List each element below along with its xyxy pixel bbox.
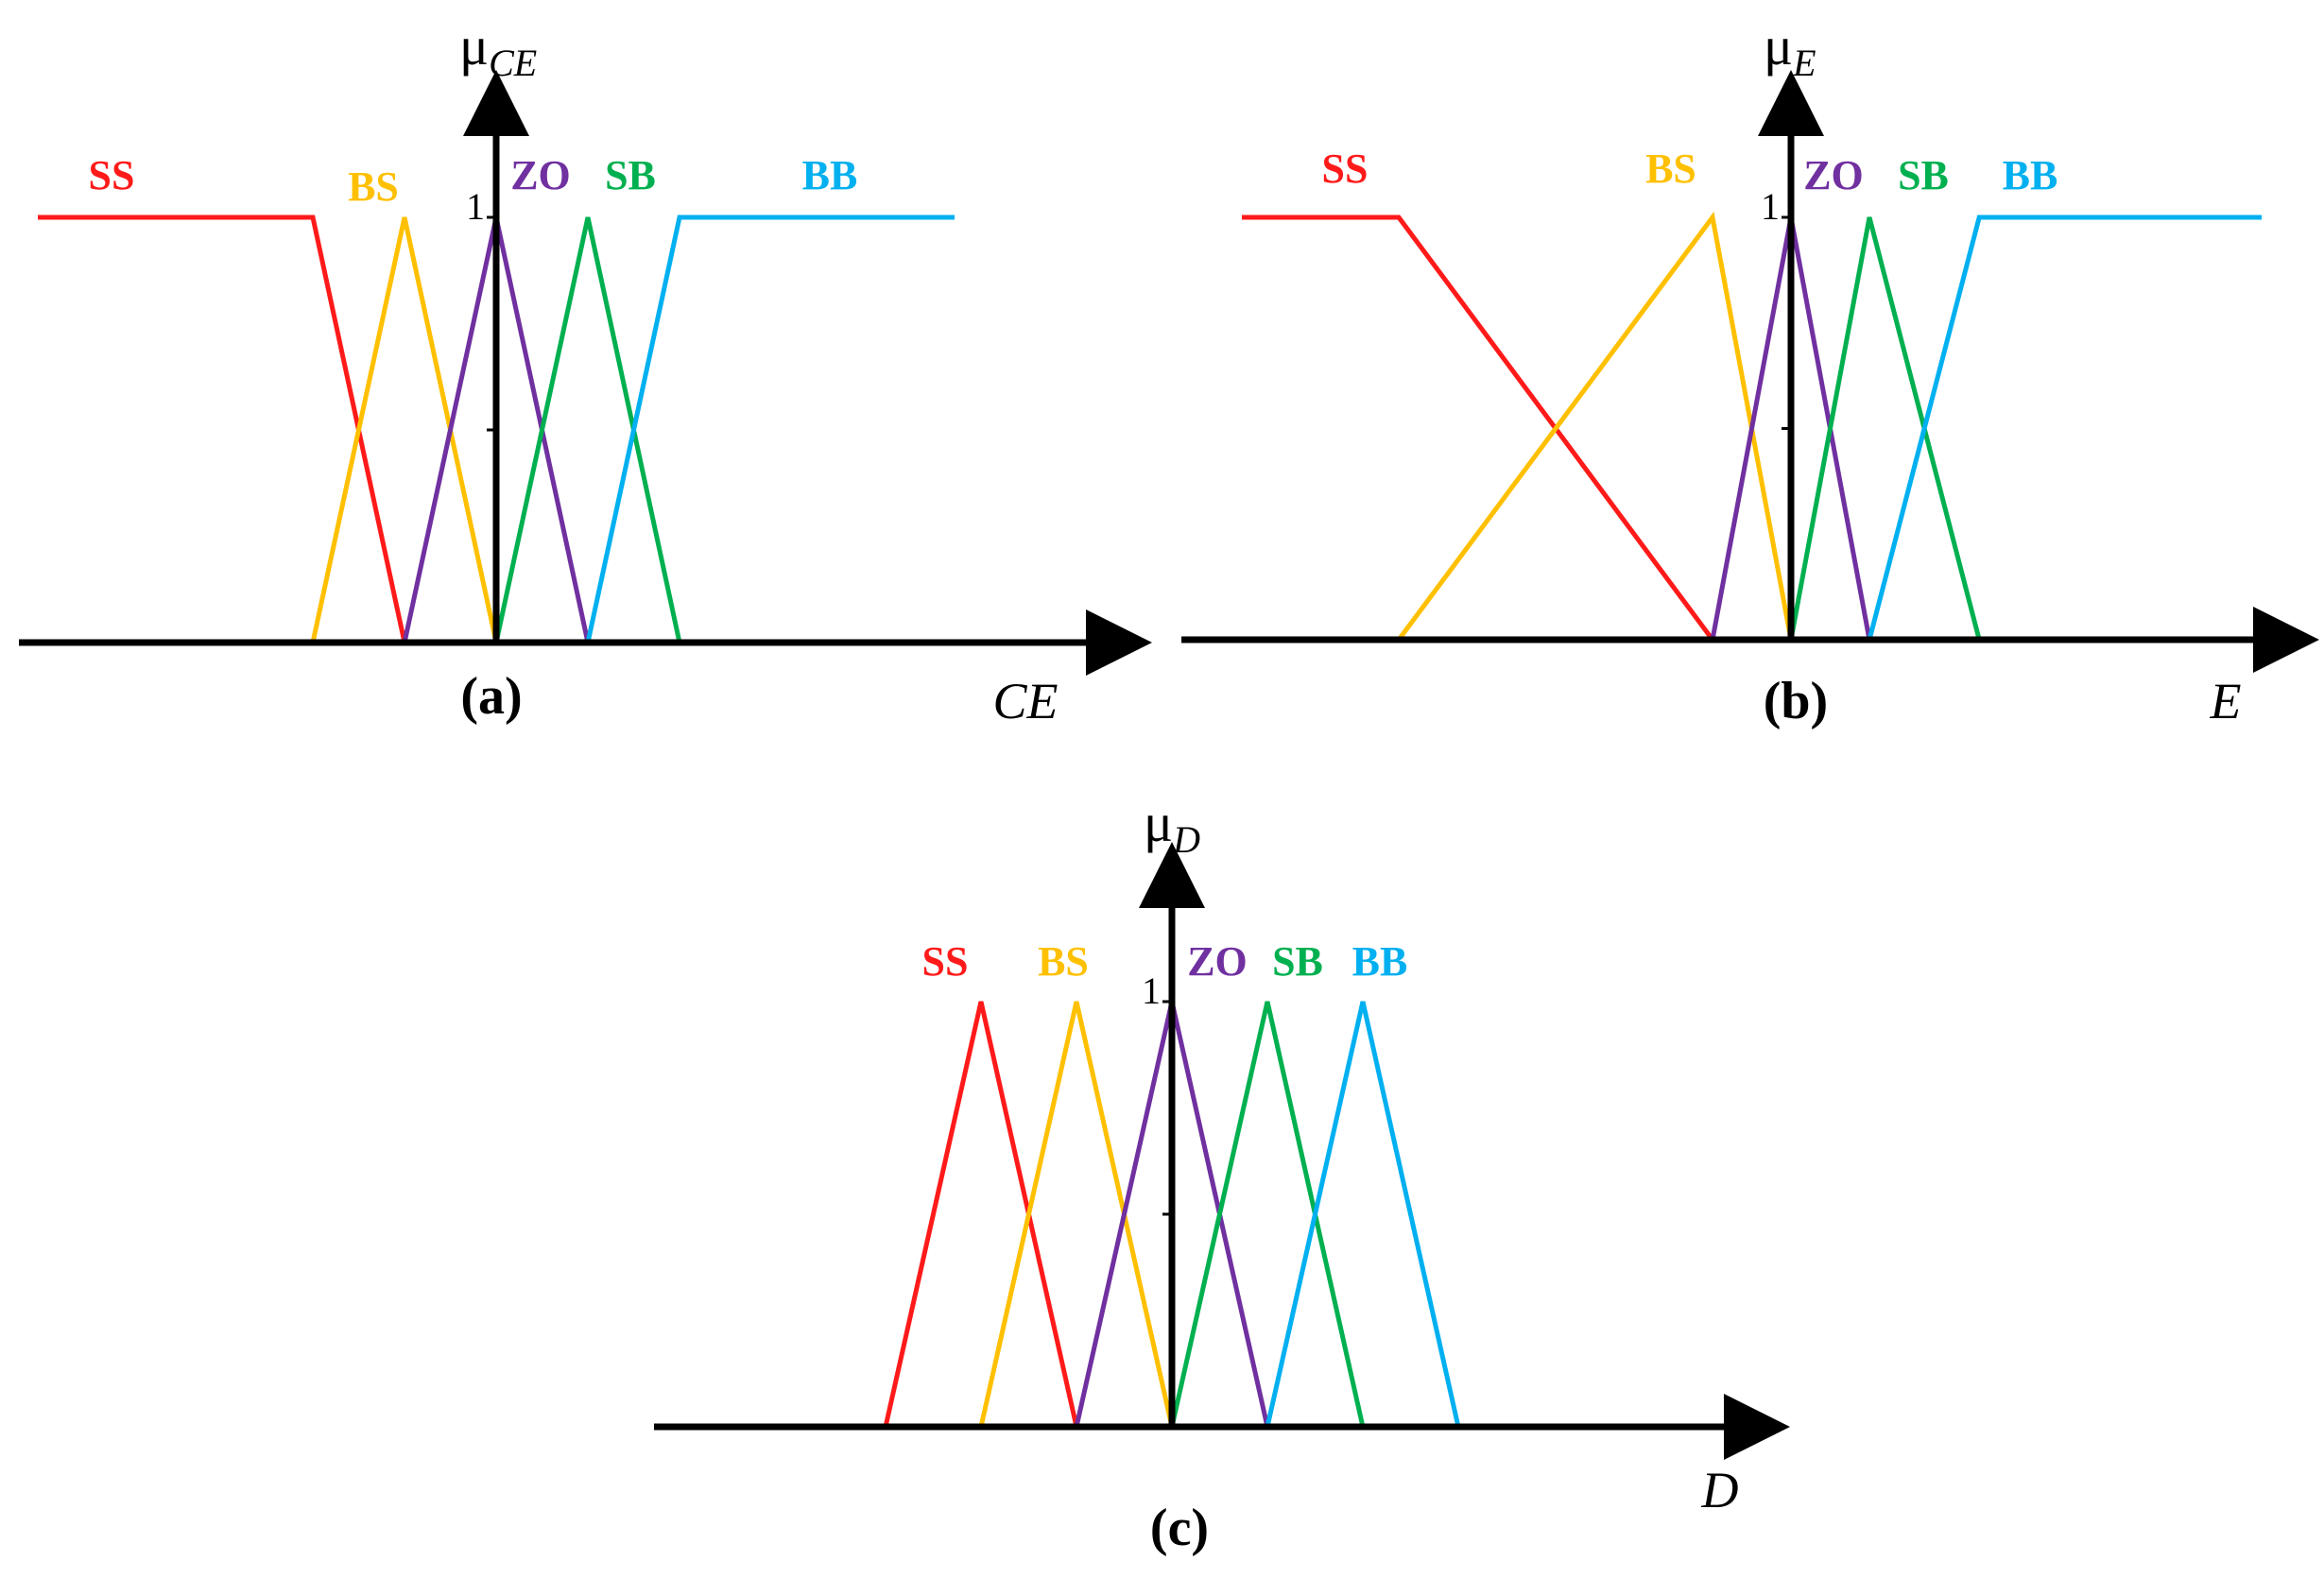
set-label-a-bb: BB xyxy=(802,152,858,198)
y-axis-label-sub-c: D xyxy=(1172,818,1200,861)
mf-c-ss xyxy=(883,1001,1079,1428)
mf-b-bb xyxy=(1867,214,2262,641)
mf-a-sb xyxy=(493,216,682,643)
y-axis-label-sub-a: CE xyxy=(489,42,537,84)
y-tick-label-one-b: 1 xyxy=(1761,185,1780,228)
set-label-c-sb: SB xyxy=(1272,938,1323,985)
mf-b-sb xyxy=(1788,216,1982,641)
y-tick-label-one-a: 1 xyxy=(466,185,485,228)
set-label-c-bb: BB xyxy=(1352,938,1408,985)
set-label-c-ss: SS xyxy=(922,938,969,985)
y-axis-label-a: μCE xyxy=(459,15,537,84)
set-label-b-zo: ZO xyxy=(1803,152,1864,198)
x-axis-label-b: E xyxy=(2210,673,2242,729)
set-label-a-bs: BS xyxy=(348,163,399,210)
y-axis-label-b: μE xyxy=(1764,15,1816,84)
panel-label-a: (a) xyxy=(460,667,522,726)
set-label-c-zo: ZO xyxy=(1187,938,1248,985)
mf-a-bb xyxy=(585,214,955,643)
mf-b-ss xyxy=(1242,214,1715,642)
panel-label-b: (b) xyxy=(1764,672,1828,730)
set-label-b-ss: SS xyxy=(1322,146,1369,192)
set-label-a-ss: SS xyxy=(89,152,135,198)
set-label-a-sb: SB xyxy=(605,152,656,198)
mf-b-bs xyxy=(1396,211,1794,642)
y-axis-label-sub-b: E xyxy=(1792,42,1816,84)
y-tick-label-one-c: 1 xyxy=(1142,969,1161,1012)
x-axis-label-c: D xyxy=(1701,1462,1739,1518)
y-axis-label-c: μD xyxy=(1144,792,1200,861)
mf-c-sb xyxy=(1169,1001,1366,1428)
mf-a-bs xyxy=(310,216,499,643)
mf-a-ss xyxy=(38,214,407,643)
y-axis-label-main-a: μ xyxy=(459,15,489,77)
x-axis-label-a: CE xyxy=(992,673,1058,729)
set-label-b-sb: SB xyxy=(1898,152,1949,198)
set-label-b-bs: BS xyxy=(1645,146,1696,192)
set-label-b-bb: BB xyxy=(2003,152,2058,198)
panel-label-c: (c) xyxy=(1150,1499,1209,1557)
set-label-c-bs: BS xyxy=(1038,938,1089,985)
set-label-a-zo: ZO xyxy=(510,152,571,198)
mf-c-bb xyxy=(1265,1001,1461,1428)
y-axis-label-main-b: μ xyxy=(1764,15,1793,77)
mf-c-bs xyxy=(978,1001,1175,1428)
y-axis-label-main-c: μ xyxy=(1144,792,1173,853)
